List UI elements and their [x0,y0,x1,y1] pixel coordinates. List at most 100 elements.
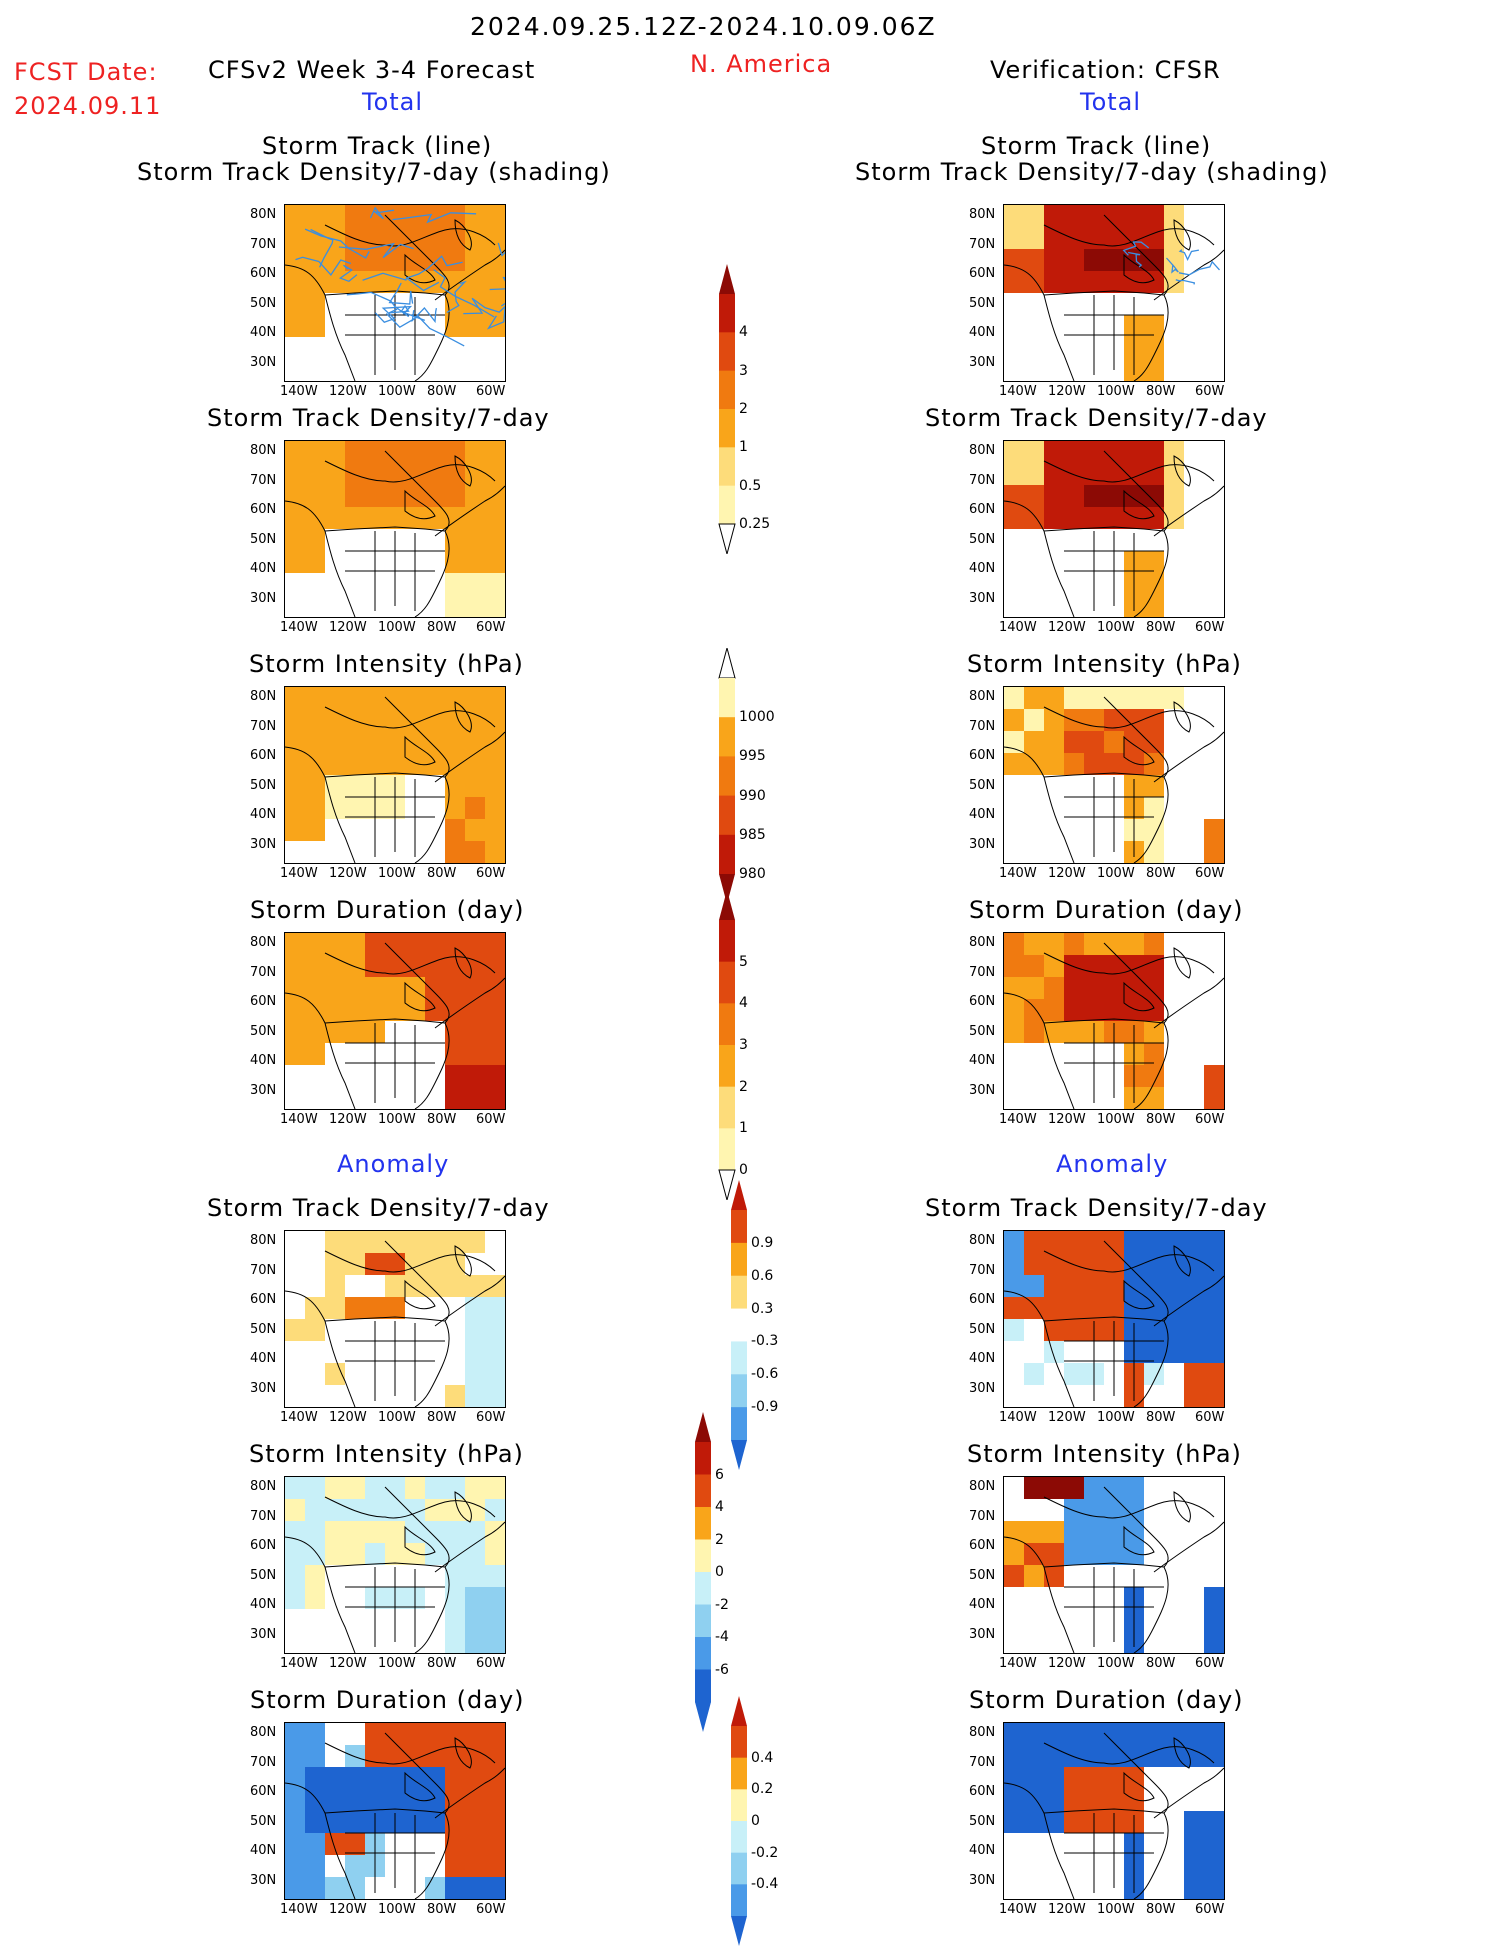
lon-tick-label: 140W [280,1112,318,1127]
date-range-title: 2024.09.25.12Z-2024.10.09.06Z [470,12,937,41]
colorbar-tick-label: 990 [739,787,766,804]
coastline-path [434,1275,505,1327]
map-shading-cell [485,1363,505,1385]
storm-track-line [463,297,505,315]
map-shading-cell [1164,1341,1184,1363]
map-shading-cell [365,999,385,1021]
colorbar-swatch [719,1045,735,1088]
map-shading-cell [1024,1767,1044,1789]
map-shading-cell [425,485,445,507]
colorbar-tick-label: 1000 [739,709,775,726]
colorbar-swatch [731,1210,747,1244]
lon-tick-label: 100W [1097,1902,1135,1917]
storm-track-line [1122,241,1150,256]
coastline-path [404,1771,436,1802]
lon-tick-label: 140W [999,1410,1037,1425]
map-shading-cell [1124,227,1144,249]
map-shading-cell [1064,977,1084,999]
colorbar-intensity-anomaly-graphic [695,1412,711,1732]
map-shading-cell [1124,1477,1144,1499]
map-shading-cell [345,933,365,955]
lon-tick-label: 100W [1097,1112,1135,1127]
map-shading-cell [465,797,485,819]
coastline-overlay [285,1486,505,1653]
map-shading-cell [1204,1609,1224,1631]
colorbar-swatch [695,1604,711,1638]
colorbar-swatch [695,1507,711,1540]
lon-tick-label: 80W [1146,1410,1176,1425]
panel-title-density-anom-right: Storm Track Density/7-day [925,1194,1268,1222]
colorbar-tick-label: -0.9 [751,1399,779,1416]
coastline-path [324,1496,496,1519]
coastline-path [434,249,505,301]
lon-tick-label: 100W [1097,1656,1135,1671]
map-shading-cell [485,775,505,797]
map-shading-cell [1084,731,1104,753]
colorbar-top-arrow [731,1696,747,1726]
map-shading-cell [405,463,425,485]
map-shading-cell [305,1499,325,1521]
map-shading-cell [1044,1021,1064,1043]
map-shading-cell [325,1877,345,1899]
map-shading-cell [445,1521,465,1543]
lat-tick-label: 70N [969,1262,996,1278]
map-shading-cell [1084,1543,1104,1565]
map-shading-cell [1184,1297,1204,1319]
map-shading-cell [1024,463,1044,485]
map-shading-cell [485,1631,505,1653]
lon-tick-label: 100W [1097,384,1135,399]
map-shading-cell [305,1319,325,1341]
lat-tick-label: 40N [250,1053,277,1068]
lat-tick-label: 50N [969,1321,996,1337]
map-shading-cell [345,1521,365,1543]
map-shading-cell [485,797,505,819]
map-intensity-forecast [284,686,506,864]
map-shading-cell [1084,1231,1104,1253]
map-shading-cell [305,933,325,955]
coastline-path [1123,253,1155,284]
map-shading-cell [1124,977,1144,999]
lat-tick-label: 40N [969,1351,996,1366]
map-shading-cell [1144,731,1164,753]
map-shading-cell [1064,441,1084,463]
map-shading-cell [465,841,485,863]
map-shading-cell [465,205,485,227]
map-shading-cell [1124,1789,1144,1811]
coastline-path [404,1525,436,1556]
map-shading-cell [1084,1521,1104,1543]
map-shading-cell [445,1477,465,1499]
colorbar-swatch [695,1637,711,1670]
map-shading-cell [1064,227,1084,249]
map-shading-cell [1104,977,1124,999]
map-shading-cell [285,463,305,485]
map-shading-cell [345,775,365,797]
lat-tick-label: 60N [250,748,277,763]
model-title: CFSv2 Week 3-4 Forecast [208,56,536,84]
map-shading-cell [485,1565,505,1587]
coastline-overlay [1004,1240,1224,1407]
map-shading-cell [1144,819,1164,841]
map-shading-cell [1024,1231,1044,1253]
map-shading-cell [1004,687,1024,709]
map-shading-cell [1004,205,1024,227]
map-shading-cell [325,1021,345,1043]
map-shading-cell [1124,687,1144,709]
colorbar-bottom-arrow [719,874,735,904]
map-shading-cell [325,205,345,227]
colorbar-swatch [719,1128,735,1171]
lat-tick-label: 30N [250,1872,277,1888]
lat-tick-label: 80N [969,207,996,222]
map-shading-cell [1024,507,1044,529]
lon-tick-label: 60W [1195,1656,1225,1671]
map-shading-cell [445,1231,465,1253]
map-shading-cell [1164,1297,1184,1319]
lon-tick-label: 80W [427,866,457,881]
map-shading-cell [1144,999,1164,1021]
coastline-overlay [285,1732,505,1899]
map-shading-cell [465,1767,485,1789]
storm-track-line [385,313,465,347]
map-shading-cell [485,1477,505,1499]
map-shading-cell [405,933,425,955]
map-shading-cell [1204,1855,1224,1877]
map-shading-cell [345,1745,365,1767]
